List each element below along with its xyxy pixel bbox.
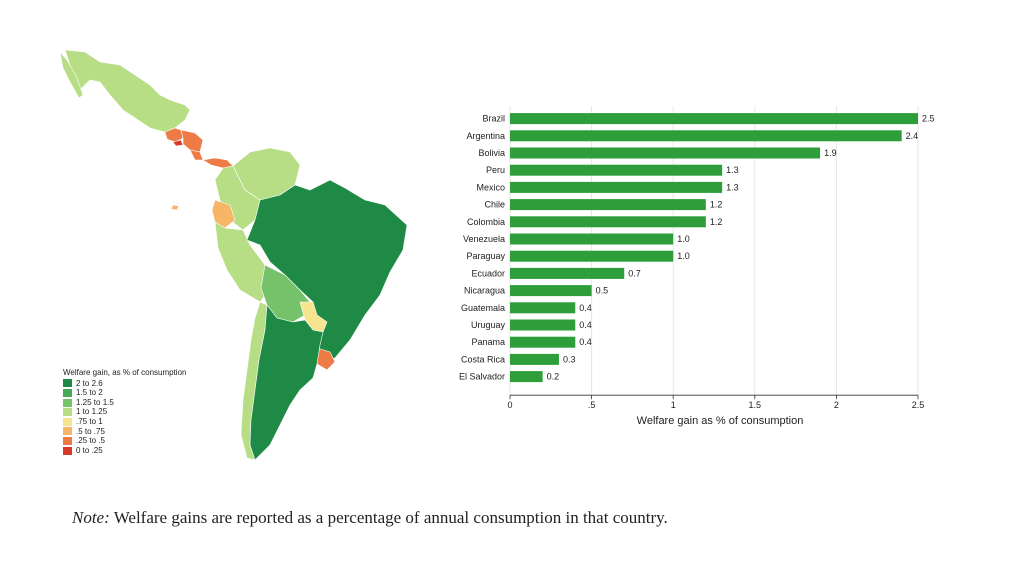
data-label: 1.9 <box>824 148 837 158</box>
bar <box>510 319 576 331</box>
legend-label: 1.25 to 1.5 <box>76 397 114 407</box>
x-tick-label: 1.5 <box>749 400 762 410</box>
legend-swatch <box>63 427 72 436</box>
map-region-bolivia <box>260 264 311 323</box>
map-region-el-salvador <box>172 139 184 147</box>
legend-swatch <box>63 446 72 455</box>
bar <box>510 147 821 159</box>
legend-swatch <box>63 379 72 388</box>
x-tick-label: 0 <box>507 400 512 410</box>
bar <box>510 181 723 193</box>
figure-note: Note: Welfare gains are reported as a pe… <box>72 508 668 528</box>
latin-america-choropleth-map <box>59 49 408 461</box>
legend-swatch <box>63 408 72 417</box>
data-label: 1.0 <box>677 251 690 261</box>
bar <box>510 285 592 297</box>
data-label: 0.5 <box>596 286 609 296</box>
legend-label: 1 to 1.25 <box>76 407 108 417</box>
legend-item: 1.5 to 2 <box>63 388 186 398</box>
legend-label: 1.5 to 2 <box>76 388 103 398</box>
category-label: Ecuador <box>471 268 505 278</box>
legend-swatch <box>63 417 72 426</box>
category-label: Brazil <box>482 114 505 124</box>
legend-label: .25 to .5 <box>76 436 105 446</box>
data-label: 1.3 <box>726 165 739 175</box>
legend-item: .5 to .75 <box>63 427 186 437</box>
legend-label: 0 to .25 <box>76 445 103 455</box>
data-label: 1.3 <box>726 182 739 192</box>
x-tick-label: .5 <box>588 400 596 410</box>
category-label: Chile <box>484 200 505 210</box>
bar <box>510 164 723 176</box>
data-label: 0.4 <box>579 337 592 347</box>
category-label: Panama <box>471 337 505 347</box>
category-label: Costa Rica <box>461 354 505 364</box>
category-label: Argentina <box>466 131 505 141</box>
map-legend-title: Welfare gain, as % of consumption <box>63 368 187 377</box>
bar <box>510 216 706 228</box>
category-label: Nicaragua <box>464 286 505 296</box>
map-region-colombia <box>214 165 261 231</box>
data-label: 0.7 <box>628 268 641 278</box>
category-label: Bolivia <box>478 148 505 158</box>
data-label: 1.2 <box>710 217 723 227</box>
legend-swatch <box>63 436 72 445</box>
data-label: 2.4 <box>906 131 919 141</box>
map-legend: Welfare gain, as % of consumption 2 to 2… <box>63 368 186 455</box>
x-tick-label: 2.5 <box>912 400 925 410</box>
bar <box>510 113 918 125</box>
category-label: Venezuela <box>463 234 505 244</box>
legend-swatch <box>63 398 72 407</box>
category-label: Guatemala <box>461 303 505 313</box>
legend-item: 1 to 1.25 <box>63 407 186 417</box>
legend-label: 2 to 2.6 <box>76 378 103 388</box>
bar <box>510 371 543 383</box>
data-label: 0.3 <box>563 354 576 364</box>
category-label: Mexico <box>476 182 505 192</box>
data-label: 0.2 <box>547 372 560 382</box>
bar <box>510 353 559 365</box>
category-label: Peru <box>486 165 505 175</box>
bar <box>510 199 706 211</box>
legend-item: 0 to .25 <box>63 446 186 456</box>
map-region-costa-rica <box>189 149 204 161</box>
note-text: Welfare gains are reported as a percenta… <box>109 508 668 527</box>
data-label: 2.5 <box>922 114 935 124</box>
bar <box>510 250 674 262</box>
category-label: Paraguay <box>466 251 505 261</box>
x-axis-label: Welfare gain as % of consumption <box>637 415 804 427</box>
map-region-baja <box>59 50 84 99</box>
map-region-caribbean <box>170 204 180 211</box>
map-region-mexico <box>64 49 191 133</box>
x-tick-label: 1 <box>671 400 676 410</box>
bar <box>510 233 674 245</box>
x-tick-label: 2 <box>834 400 839 410</box>
legend-item: 1.25 to 1.5 <box>63 398 186 408</box>
map-region-nicaragua <box>180 129 204 153</box>
bar <box>510 336 576 348</box>
legend-item: .75 to 1 <box>63 417 186 427</box>
category-label: Uruguay <box>471 320 506 330</box>
bar <box>510 302 576 314</box>
legend-label: .75 to 1 <box>76 416 103 426</box>
data-label: 1.2 <box>710 200 723 210</box>
legend-item: 2 to 2.6 <box>63 379 186 389</box>
legend-item: .25 to .5 <box>63 436 186 446</box>
note-prefix: Note: <box>72 508 110 527</box>
map-region-panama <box>202 157 234 169</box>
data-label: 1.0 <box>677 234 690 244</box>
map-region-argentina <box>249 304 324 461</box>
category-label: El Salvador <box>459 372 505 382</box>
legend-label: .5 to .75 <box>76 426 105 436</box>
data-label: 0.4 <box>579 320 592 330</box>
data-label: 0.4 <box>579 303 592 313</box>
legend-swatch <box>63 388 72 397</box>
bar <box>510 130 902 142</box>
bar <box>510 267 625 279</box>
category-label: Colombia <box>467 217 505 227</box>
